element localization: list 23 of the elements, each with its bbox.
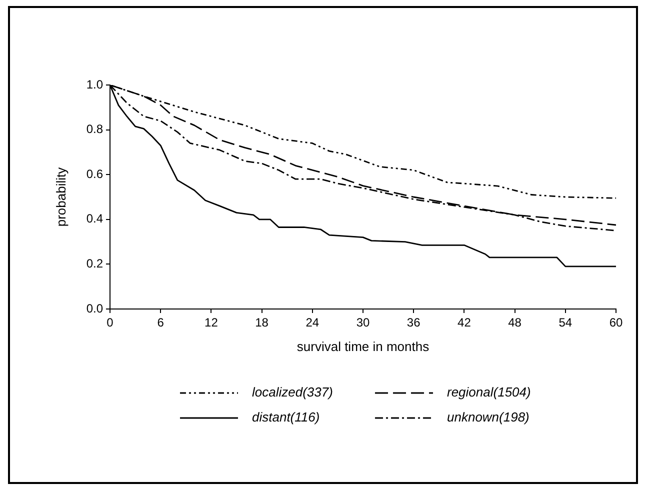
x-tick-label: 54 [558,316,572,330]
x-tick-label: 48 [508,316,522,330]
x-tick-label: 6 [157,316,164,330]
x-tick-label: 24 [306,316,320,330]
x-tick-label: 30 [356,316,370,330]
x-tick-label: 60 [609,316,623,330]
x-tick-label: 12 [204,316,218,330]
y-tick-label: 0.0 [86,301,104,316]
y-tick-label: 0.4 [86,212,104,226]
legend-label: regional(1504) [447,384,531,400]
legend-label: distant(116) [252,410,320,425]
y-tick-label: 0.8 [86,122,104,136]
y-tick-label: 0.2 [86,256,104,271]
x-tick-label: 36 [406,316,421,330]
x-tick-label: 0 [106,316,114,330]
x-tick-label: 42 [458,316,472,330]
y-tick-label: 1.0 [86,77,104,92]
y-axis-title: probability [53,166,68,227]
legend-label: unknown(198) [447,410,530,425]
y-tick-label: 0.6 [86,166,104,181]
x-tick-label: 18 [255,316,269,330]
x-axis-title: survival time in months [296,338,430,354]
legend-label: localized(337) [252,384,333,400]
